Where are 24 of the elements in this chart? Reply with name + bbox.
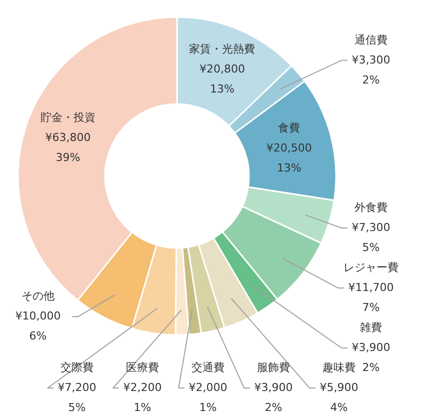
slice-label: レジャー費 [344,261,398,274]
slice-label: 外食費 [354,201,388,214]
data-label: ¥7,200 5% [58,381,96,414]
slice-label: 交通費 [192,361,224,374]
data-label: ¥10,000 6% [15,310,61,343]
data-label: ¥7,300 5% [352,221,390,254]
data-label: ¥3,900 2% [254,381,293,414]
data-label: ¥63,800 39% [45,130,91,164]
data-label: ¥20,500 13% [266,141,312,174]
slice-label: 雑費 [360,321,382,334]
slice-label: 家賃・光熱費 [189,42,256,56]
data-label: ¥2,000 1% [188,381,228,414]
slice-label: 服飾費 [257,361,290,374]
data-label: ¥3,300 2% [352,53,390,86]
slice-label: 通信費 [354,33,388,46]
slice-label: 医療費 [126,361,159,374]
data-label: ¥11,700 7% [348,281,394,314]
data-label: ¥5,900 4% [320,381,358,414]
slice-label: 交際費 [60,361,94,374]
slice-label: 貯金・投資 [40,110,96,124]
slice-label: 食費 [278,121,300,134]
slice-label: その他 [22,290,54,303]
data-label: ¥2,200 1% [123,381,162,414]
data-label: ¥20,800 13% [199,62,245,96]
